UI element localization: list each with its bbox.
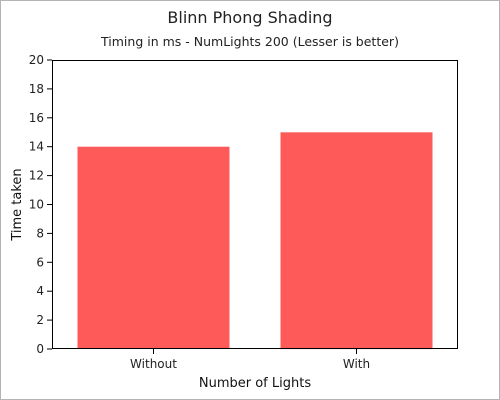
bars-group	[77, 132, 433, 350]
x-axis-label: Number of Lights	[199, 376, 311, 391]
y-tick-label: 8	[36, 226, 44, 240]
x-axis-ticks: Without With	[130, 349, 370, 371]
x-tick-label-without: Without	[130, 357, 177, 371]
y-tick-label: 12	[29, 169, 44, 183]
chart-title: Blinn Phong Shading	[167, 8, 333, 27]
y-tick-label: 2	[36, 313, 44, 327]
y-tick-label: 20	[29, 53, 44, 67]
bar-without	[77, 146, 230, 349]
y-tick-label: 16	[29, 111, 44, 125]
y-axis-label: Time taken	[10, 168, 25, 241]
y-tick-label: 0	[36, 342, 44, 356]
chart-subtitle: Timing in ms - NumLights 200 (Lesser is …	[101, 34, 399, 49]
y-tick-label: 10	[29, 198, 44, 212]
y-tick-label: 14	[29, 140, 44, 154]
y-axis-ticks: 0 2 4 6 8 10 12 14 16 18 20	[29, 53, 52, 356]
y-tick-label: 18	[29, 82, 44, 96]
bar-with	[280, 132, 433, 350]
y-tick-label: 6	[36, 255, 44, 269]
plot-area-border	[52, 60, 458, 349]
x-tick-label-with: With	[343, 357, 370, 371]
y-tick-label: 4	[36, 284, 44, 298]
